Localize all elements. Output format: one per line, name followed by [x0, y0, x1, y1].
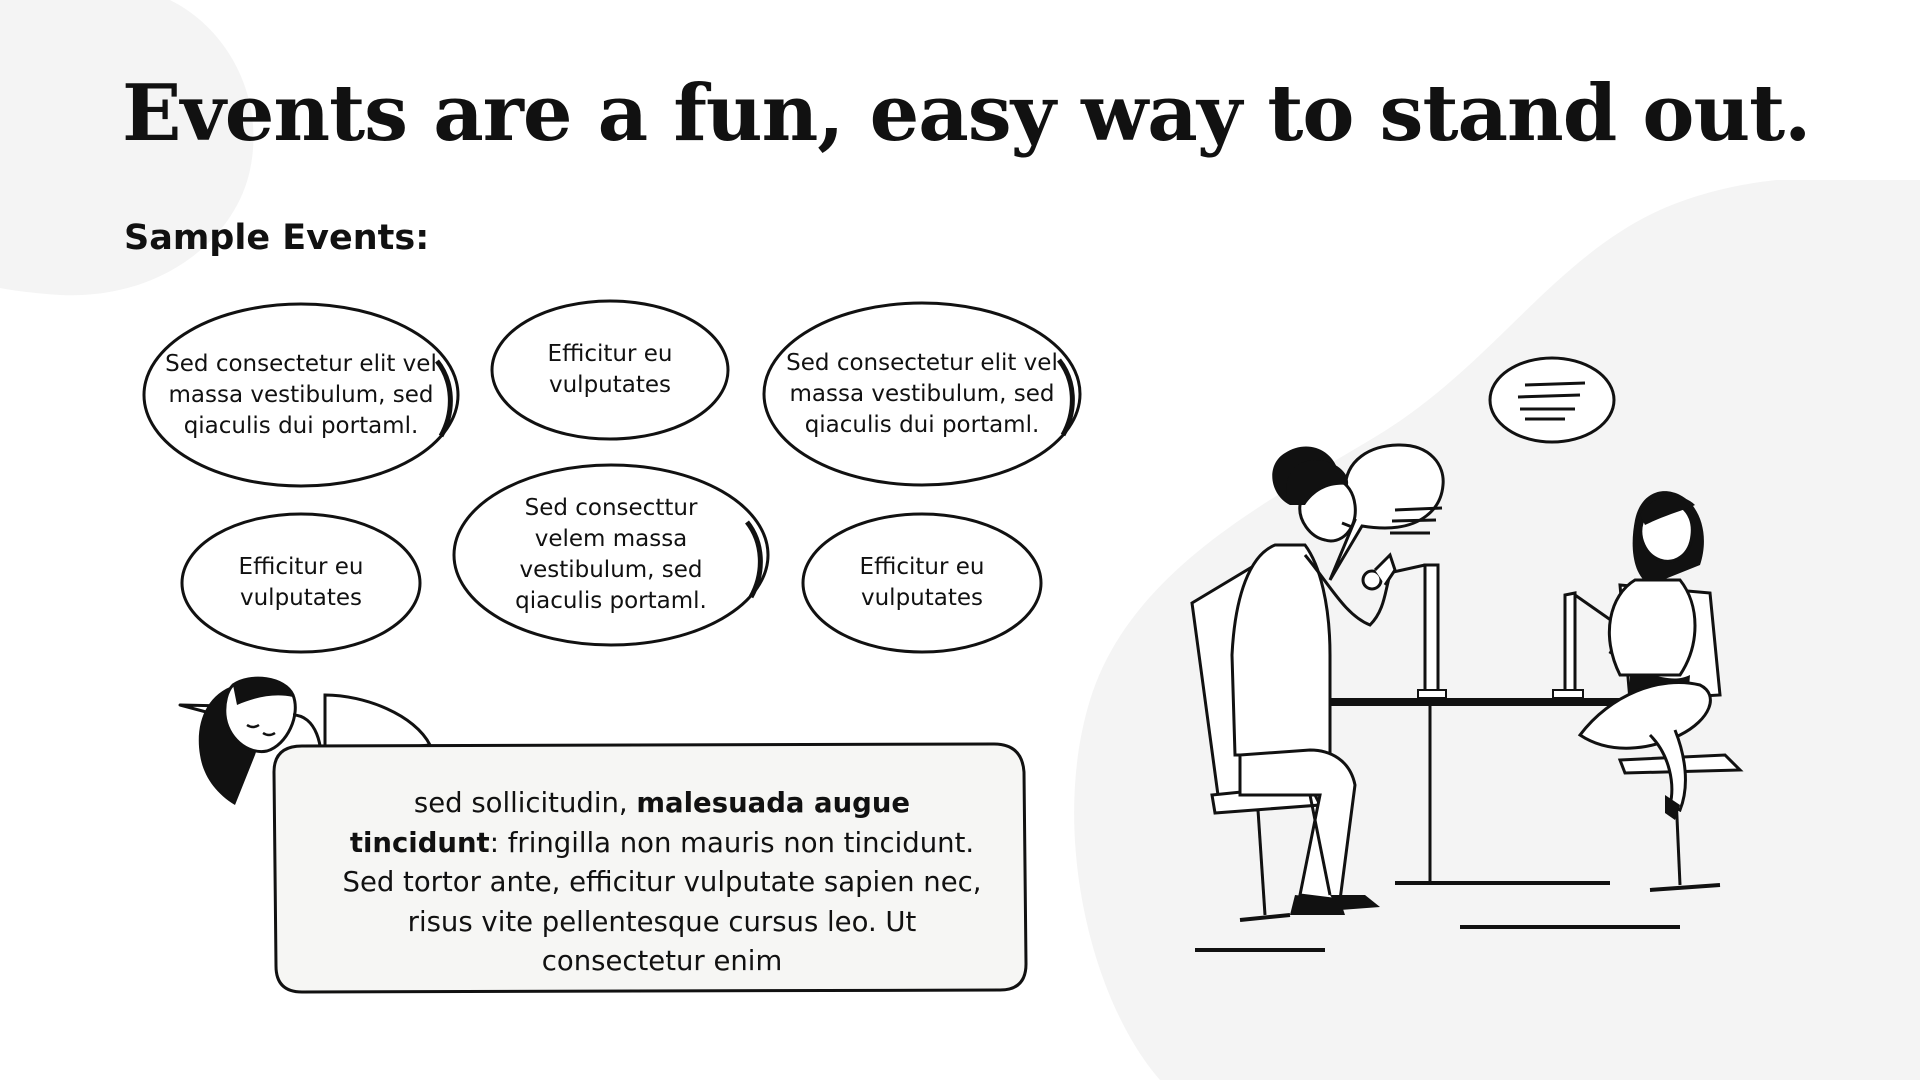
- event-text: Sed consecttur velem massa vestibulum, s…: [515, 495, 707, 614]
- background-blob-top-left: [0, 0, 254, 296]
- background-blob-right: [1074, 180, 1920, 1080]
- event-bubble: Efficitur eu vulputates: [180, 512, 422, 654]
- event-text: Sed consectetur elit vel massa vestibulu…: [786, 349, 1058, 438]
- section-subtitle: Sample Events:: [124, 218, 430, 258]
- card-text-bold: malesuada augue tincidunt: [349, 787, 911, 859]
- description-card: sed sollicitudin, malesuada augue tincid…: [272, 742, 1028, 994]
- event-text: Efficitur eu vulputates: [859, 554, 985, 611]
- event-bubble: Efficitur eu vulputates: [490, 299, 730, 441]
- podcast-illustration: [1190, 356, 1744, 952]
- speech-bubble-icon: [1488, 356, 1616, 444]
- card-text-body: : fringilla non mauris non tincidunt. Se…: [342, 826, 982, 978]
- event-bubble: Sed consecttur velem massa vestibulum, s…: [451, 462, 771, 648]
- event-bubble: Efficitur eu vulputates: [801, 512, 1043, 654]
- card-text: sed sollicitudin, malesuada augue tincid…: [342, 784, 982, 982]
- event-bubble: Sed consectetur elit vel massa vestibulu…: [761, 300, 1083, 488]
- card-text-intro: sed sollicitudin,: [413, 787, 637, 819]
- event-bubble: Sed consectetur elit vel massa vestibulu…: [141, 301, 461, 489]
- event-text: Efficitur eu vulputates: [547, 341, 673, 398]
- page-title: Events are a fun, easy way to stand out.: [122, 68, 1811, 159]
- event-text: Efficitur eu vulputates: [238, 554, 364, 611]
- woman-leaning-illustration: [178, 676, 433, 858]
- event-text: Sed consectetur elit vel massa vestibulu…: [165, 350, 437, 439]
